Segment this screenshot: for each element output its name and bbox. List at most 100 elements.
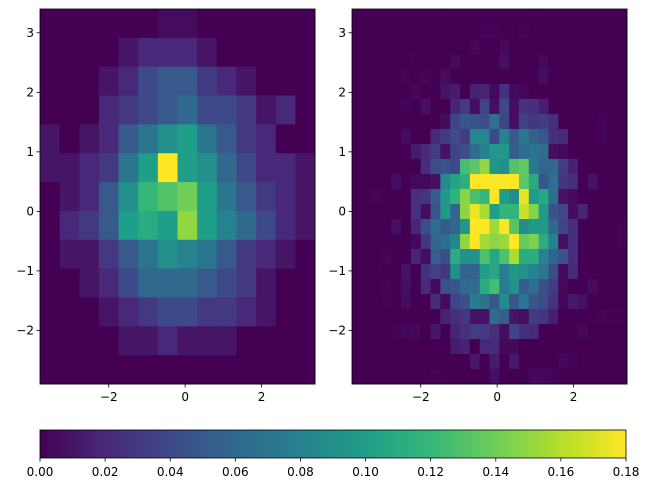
heatmap-cell	[499, 219, 510, 235]
heatmap-cell	[548, 69, 559, 85]
heatmap-cell	[420, 354, 431, 370]
heatmap-cell	[361, 144, 373, 160]
heatmap-cell	[295, 239, 316, 270]
heatmap-cell	[430, 114, 441, 130]
heatmap-cell	[528, 309, 540, 325]
heatmap-cell	[558, 144, 569, 160]
heatmap-cell	[479, 9, 490, 25]
heatmap-cell	[597, 174, 608, 190]
heatmap-cell	[607, 69, 618, 85]
heatmap-cell	[548, 324, 559, 340]
heatmap-cell	[469, 69, 481, 85]
heatmap-cell	[440, 219, 451, 235]
heatmap-cell	[391, 339, 402, 355]
heatmap-cell	[509, 9, 520, 25]
heatmap-cell	[509, 144, 520, 160]
heatmap-cell	[509, 159, 520, 175]
x-tick-label: −2	[412, 390, 430, 404]
heatmap-cell	[548, 339, 559, 355]
heatmap-cell	[410, 324, 422, 340]
heatmap-cell	[197, 95, 218, 125]
heatmap-cell	[440, 9, 451, 25]
heatmap-cell	[352, 144, 363, 160]
heatmap-cell	[450, 339, 461, 355]
heatmap-cell	[40, 95, 61, 125]
heatmap-cell	[197, 239, 218, 270]
heatmap-cell	[352, 339, 363, 355]
heatmap-cell	[607, 54, 618, 70]
heatmap-cell	[177, 268, 198, 298]
heatmap-cell	[40, 210, 61, 241]
heatmap-cell	[381, 264, 392, 280]
heatmap-cell	[381, 159, 392, 175]
heatmap-cell	[469, 324, 481, 340]
heatmap-cell	[548, 204, 559, 220]
heatmap-cell	[118, 9, 139, 39]
heatmap-cell	[489, 234, 500, 250]
heatmap-cell	[518, 129, 530, 145]
heatmap-cell	[558, 264, 569, 280]
heatmap-cell	[509, 219, 520, 235]
heatmap-cell	[509, 369, 520, 385]
heatmap-cell	[138, 239, 159, 270]
heatmap-cell	[450, 69, 461, 85]
heatmap-cell	[138, 297, 159, 327]
heatmap-cell	[216, 297, 237, 327]
heatmap-cell	[568, 39, 579, 55]
heatmap-cell	[450, 309, 461, 325]
heatmap-cell	[469, 219, 481, 235]
heatmap-cell	[479, 69, 490, 85]
heatmap-cell	[479, 294, 490, 310]
heatmap-cell	[509, 249, 520, 265]
heatmap-cell	[499, 294, 510, 310]
heatmap-cell	[256, 268, 277, 298]
heatmap-cell	[371, 234, 382, 250]
heatmap-cell	[371, 279, 382, 295]
right-heatmap-panel: −2 0 2 −2 −1 0 1 2 3	[328, 8, 628, 404]
heatmap-cell	[295, 182, 316, 212]
heatmap-cell	[617, 294, 628, 310]
heatmap-cell	[275, 153, 296, 183]
heatmap-cell	[401, 264, 412, 280]
heatmap-cell	[391, 9, 402, 25]
heatmap-cell	[197, 66, 218, 96]
heatmap-cell	[587, 24, 598, 40]
heatmap-cell	[607, 189, 618, 205]
heatmap-cell	[371, 294, 382, 310]
heatmap-cell	[597, 144, 608, 160]
heatmap-cell	[479, 219, 490, 235]
heatmap-cell	[518, 369, 530, 385]
x-tick-label: 2	[570, 390, 578, 404]
heatmap-cell	[528, 144, 540, 160]
heatmap-cell	[197, 9, 218, 39]
heatmap-cell	[410, 159, 422, 175]
heatmap-cell	[410, 69, 422, 85]
heatmap-cell	[617, 354, 628, 370]
heatmap-cell	[79, 326, 100, 356]
heatmap-cell	[430, 234, 441, 250]
heatmap-cell	[558, 24, 569, 40]
heatmap-cell	[138, 37, 159, 68]
heatmap-cell	[98, 66, 119, 96]
heatmap-cell	[440, 249, 451, 265]
heatmap-cell	[538, 84, 549, 100]
heatmap-cell	[381, 39, 392, 55]
heatmap-cell	[548, 174, 559, 190]
heatmap-cell	[450, 129, 461, 145]
heatmap-cell	[617, 84, 628, 100]
heatmap-cell	[420, 144, 431, 160]
heatmap-cell	[98, 9, 119, 39]
heatmap-cell	[587, 249, 598, 265]
heatmap-cell	[538, 69, 549, 85]
heatmap-cell	[479, 369, 490, 385]
heatmap-cell	[118, 239, 139, 270]
heatmap-cell	[469, 234, 481, 250]
heatmap-cell	[528, 24, 540, 40]
heatmap-cell	[528, 339, 540, 355]
heatmap-cell	[40, 66, 61, 96]
heatmap-cell	[509, 279, 520, 295]
heatmap-cell	[558, 354, 569, 370]
heatmap-cell	[587, 189, 598, 205]
heatmap-cell	[98, 297, 119, 327]
heatmap-cell	[479, 114, 490, 130]
